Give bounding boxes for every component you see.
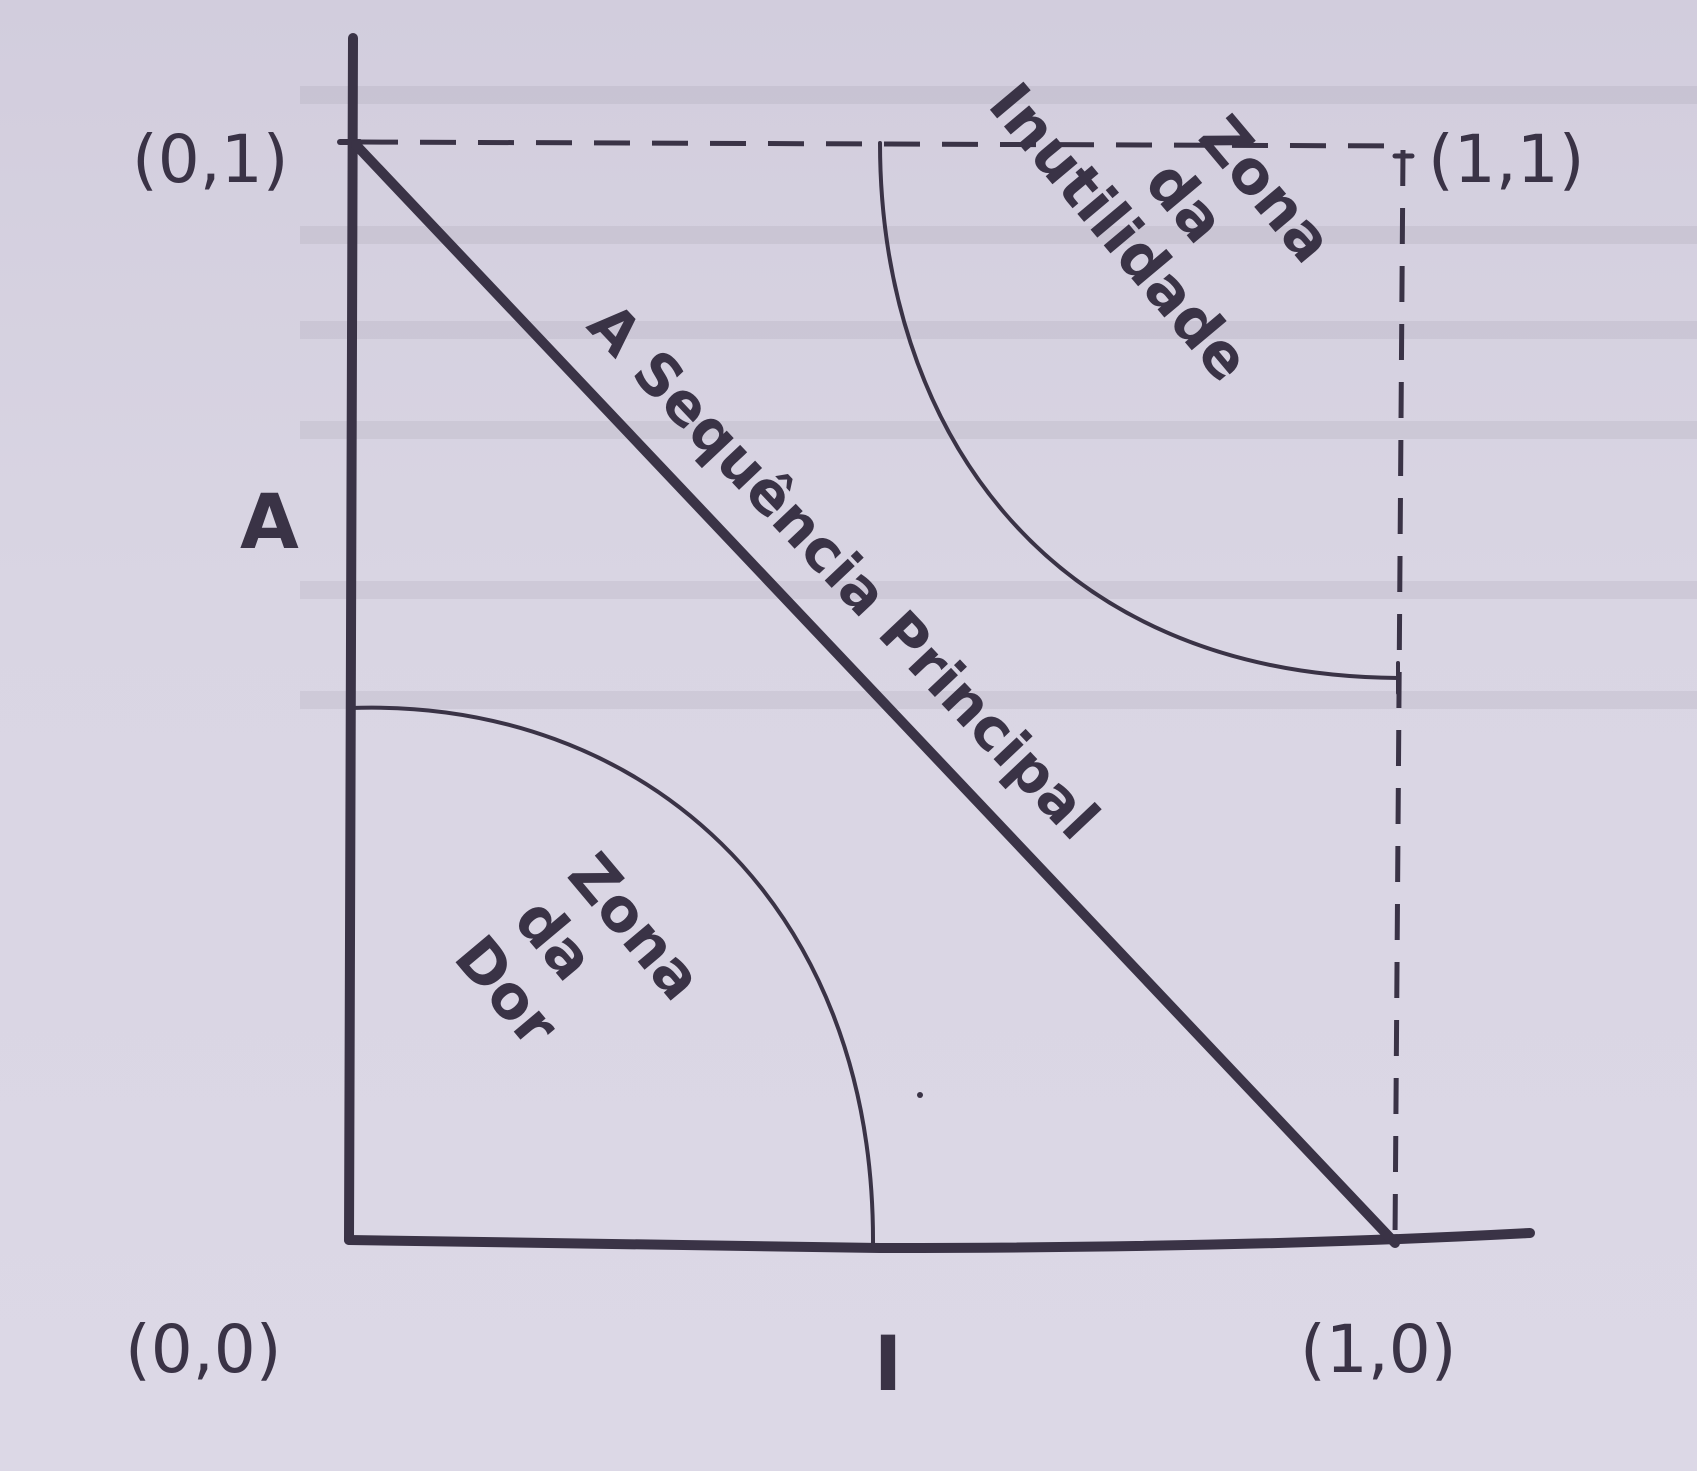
x-axis (344, 1228, 1535, 1254)
corner-label-top-right: (1,1) (1428, 121, 1584, 198)
corner-label-bottom-right: (1,0) (1300, 1311, 1456, 1388)
zone-pain-curve (349, 705, 876, 1247)
main-sequence-label: A Sequência Principal (575, 290, 1112, 853)
corner-label-bottom-left: (0,0) (125, 1311, 281, 1388)
stray-dot (917, 1092, 923, 1098)
corner-label-top-left: (0,1) (132, 121, 288, 198)
y-axis (344, 33, 358, 1245)
main-sequence-line (351, 140, 1400, 1248)
y-axis-label: A (240, 477, 299, 566)
dashed-right-boundary (1392, 149, 1406, 1241)
zone-uselessness-curve (878, 141, 1400, 680)
zone-pain-label: Zona da Dor (440, 840, 715, 1060)
x-axis-label: I (874, 1319, 902, 1408)
